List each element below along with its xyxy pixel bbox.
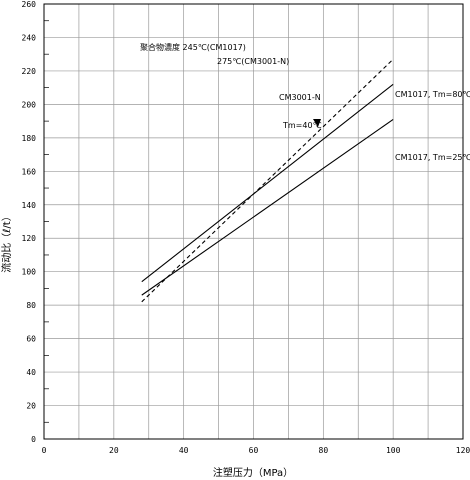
- x-tick-label: 20: [109, 446, 119, 455]
- label-cm3001-temp: Tm=40℃: [282, 121, 322, 130]
- y-tick-label: 220: [22, 67, 37, 76]
- y-tick-label: 60: [26, 335, 36, 344]
- y-tick-label: 180: [22, 134, 37, 143]
- y-tick-label: 80: [26, 301, 36, 310]
- series: [141, 58, 394, 303]
- x-tick-label: 100: [386, 446, 401, 455]
- series-line-1: [141, 118, 394, 296]
- x-tick-label: 60: [249, 446, 259, 455]
- grid: [44, 4, 463, 439]
- y-tick-label: 100: [22, 268, 37, 277]
- x-tick-label: 120: [456, 446, 470, 455]
- x-tick-label: 80: [319, 446, 329, 455]
- label-cm1017-80: CM1017, Tm=80℃: [395, 90, 470, 99]
- y-tick-label: 160: [22, 167, 37, 176]
- y-axis-title: 流动比（ℓ/t）: [0, 211, 13, 272]
- x-axis-title: 注塑压力（MPa）: [213, 466, 293, 479]
- y-tick-label: 200: [22, 100, 37, 109]
- minor-ticks: [44, 20, 49, 423]
- y-tick-label: 20: [26, 402, 36, 411]
- y-tick-label: 140: [22, 201, 37, 210]
- x-tick-label: 40: [179, 446, 189, 455]
- label-cm3001-name: CM3001-N: [279, 93, 321, 102]
- annotation-cm3001-temp: 275℃(CM3001-N): [217, 57, 289, 66]
- series-line-2: [141, 58, 394, 303]
- label-cm1017-25: CM1017, Tm=25℃: [395, 153, 470, 162]
- x-tick-labels: 0 20 40 60 80 100 120: [42, 446, 470, 455]
- x-tick-label: 0: [42, 446, 47, 455]
- series-line-0: [141, 83, 394, 283]
- arrow-head-icon: [313, 119, 321, 127]
- y-tick-label: 120: [22, 234, 37, 243]
- annotation-polymer-temp: 聚合物濃度 245℃(CM1017): [140, 42, 246, 52]
- y-tick-label: 40: [26, 368, 36, 377]
- y-tick-label: 240: [22, 33, 37, 42]
- y-tick-label: 260: [22, 0, 37, 9]
- y-tick-labels: 0 20 40 60 80 100 120 140 160 180 200 220 240 260: [22, 0, 37, 444]
- y-tick-label: 0: [31, 435, 36, 444]
